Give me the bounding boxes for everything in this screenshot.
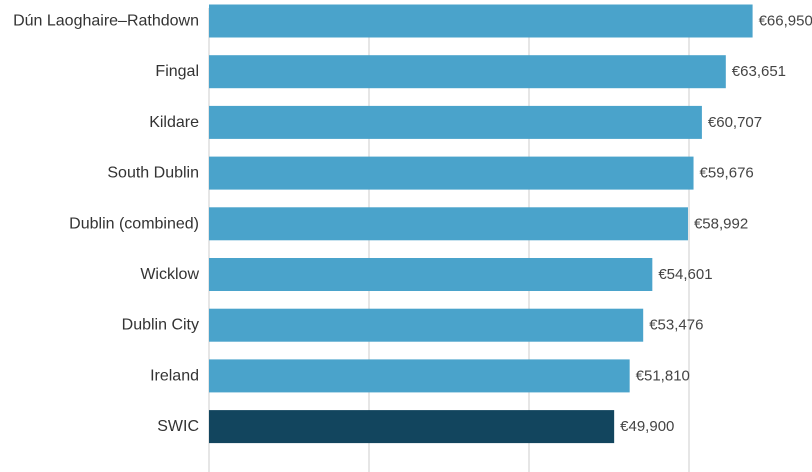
bar-4 [209, 207, 688, 241]
bar-1 [209, 55, 726, 89]
category-label-3: South Dublin [107, 165, 199, 182]
value-label-0: €66,950 [759, 13, 812, 30]
bar-6 [209, 308, 644, 342]
category-label-1: Fingal [155, 63, 199, 80]
value-label-8: €49,900 [620, 418, 674, 435]
value-label-7: €51,810 [636, 367, 690, 384]
category-labels: Dún Laoghaire–Rathdown Fingal Kildare South… [13, 13, 199, 436]
bars [209, 4, 753, 444]
value-label-6: €53,476 [649, 317, 703, 334]
category-label-4: Dublin (combined) [69, 215, 199, 232]
category-label-8: SWIC [157, 418, 199, 435]
bar-7 [209, 359, 630, 393]
bar-3 [209, 156, 694, 190]
bar-0 [209, 4, 753, 38]
category-label-7: Ireland [150, 367, 199, 384]
category-label-5: Wicklow [140, 266, 199, 283]
category-label-6: Dublin City [122, 317, 199, 334]
bar-8 [209, 410, 615, 444]
category-label-0: Dún Laoghaire–Rathdown [13, 13, 199, 30]
value-label-5: €54,601 [658, 266, 712, 283]
value-label-4: €58,992 [694, 215, 748, 232]
bar-5 [209, 258, 653, 291]
value-label-2: €60,707 [708, 114, 762, 131]
value-labels: €66,950 €63,651 €60,707 €59,676 €58,992 €54,6… [620, 13, 812, 436]
bar-2 [209, 105, 702, 139]
category-label-2: Kildare [149, 114, 199, 131]
value-label-1: €63,651 [732, 63, 786, 80]
value-label-3: €59,676 [700, 165, 754, 182]
